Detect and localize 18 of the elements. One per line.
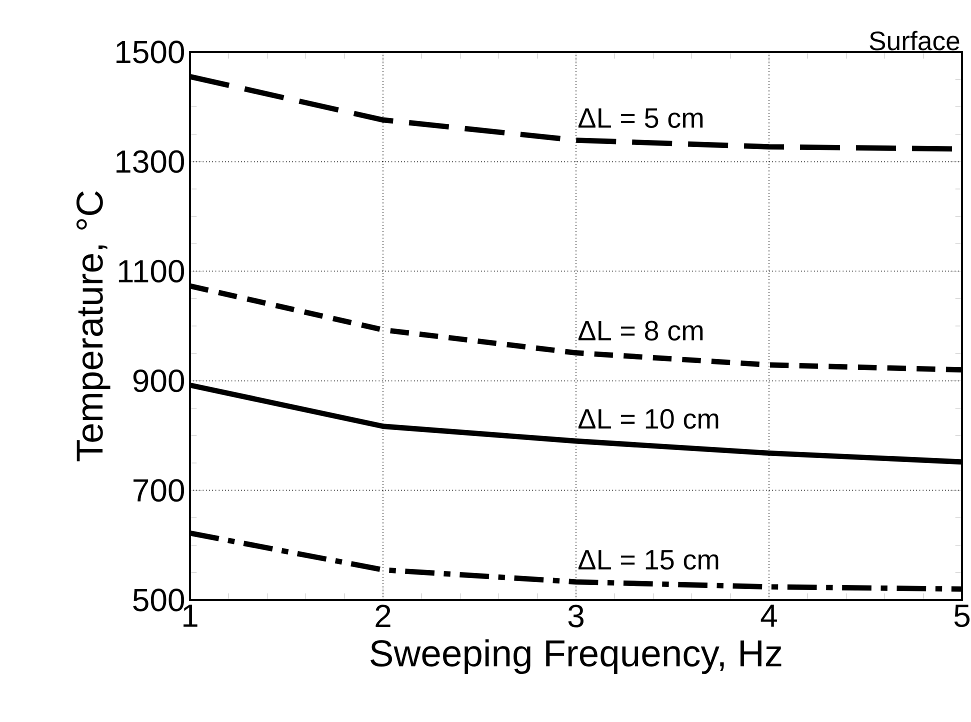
x-axis-title: Sweeping Frequency, Hz <box>370 639 782 674</box>
series-label: ΔL = 5 cm <box>578 108 703 128</box>
y-axis-title: Temperature, °C <box>76 191 110 462</box>
y-tick-label: 900 <box>133 369 184 392</box>
x-tick-label: 4 <box>760 604 777 627</box>
text: Surface <box>870 30 960 50</box>
y-tick-label: 1100 <box>118 260 184 283</box>
series-label: ΔL = 8 cm <box>578 320 703 341</box>
x-tick-label: 5 <box>954 604 970 628</box>
y-tick-label: 700 <box>134 479 184 502</box>
y-tick-label: 500 <box>133 588 184 612</box>
y-tick-label: 1500 <box>116 40 184 64</box>
x-tick-label: 3 <box>568 604 584 628</box>
x-tick-label: 1 <box>184 604 198 627</box>
series-label: ΔL = 15 cm <box>578 550 718 570</box>
y-tick-label: 1300 <box>116 150 184 173</box>
x-tick-label: 2 <box>376 604 390 628</box>
series-label: ΔL = 10 cm <box>578 408 718 429</box>
